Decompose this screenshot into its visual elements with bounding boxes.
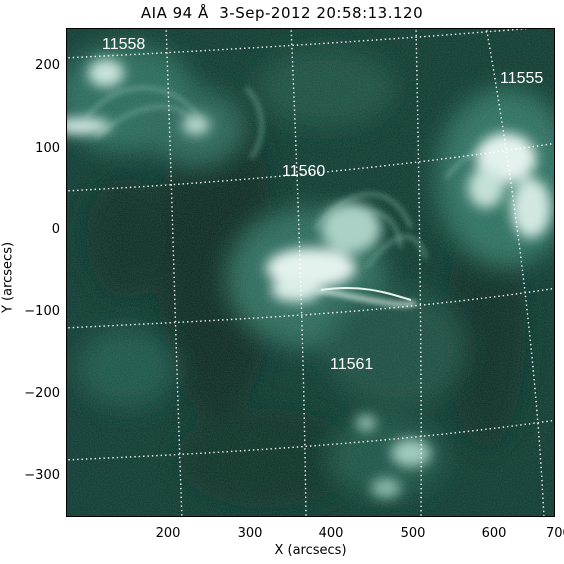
y-tick-label: 200 <box>35 58 60 73</box>
region-labels: 11558 11555 11560 11561 <box>102 36 543 373</box>
grid-latitude-line <box>66 287 555 329</box>
grid-longitude-line <box>415 28 422 517</box>
y-tick-label: −100 <box>24 304 60 319</box>
x-tick-label: 500 <box>400 526 426 541</box>
grid-longitude-line <box>290 28 307 517</box>
y-axis-label: Y (arcsecs) <box>0 241 16 314</box>
region-label: 11555 <box>500 70 543 87</box>
region-label: 11558 <box>102 36 145 53</box>
region-label: 11561 <box>330 356 373 373</box>
grid-latitude-line <box>66 419 555 461</box>
x-tick-label: 700 <box>546 526 564 541</box>
heliographic-grid <box>66 28 555 517</box>
x-tick-label: 300 <box>237 526 263 541</box>
x-tick-label: 600 <box>481 526 507 541</box>
y-tick-label: 0 <box>51 222 60 237</box>
solar-image-panel: 11558 11555 11560 11561 <box>66 28 555 517</box>
solar-image: 11558 11555 11560 11561 <box>66 28 555 517</box>
y-tick-label: −300 <box>24 468 60 483</box>
image-title: AIA 94 Å 3-Sep-2012 20:58:13.120 <box>140 4 424 22</box>
x-tick-label: 200 <box>155 526 181 541</box>
x-axis-label: X (arcsecs) <box>274 543 347 558</box>
noise-texture <box>66 28 555 517</box>
grid-longitude-line <box>485 28 545 517</box>
grid-latitude-line <box>66 28 542 59</box>
y-tick-label: 100 <box>35 141 60 156</box>
y-tick-label: −200 <box>24 386 60 401</box>
region-label: 11560 <box>282 163 325 180</box>
x-tick-label: 400 <box>318 526 344 541</box>
grid-latitude-line <box>66 142 555 192</box>
grid-longitude-line <box>165 28 183 517</box>
